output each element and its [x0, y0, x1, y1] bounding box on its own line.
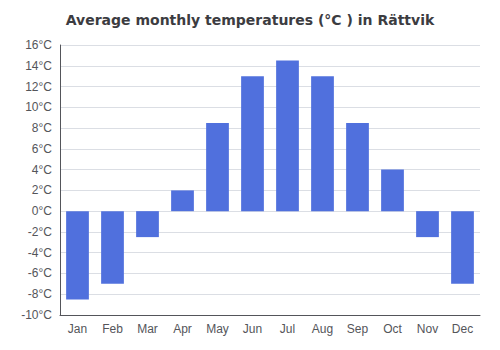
svg-text:Feb: Feb: [102, 322, 123, 336]
svg-text:-2°C: -2°C: [28, 225, 52, 239]
svg-text:14°C: 14°C: [25, 59, 52, 73]
svg-text:-6°C: -6°C: [28, 266, 52, 280]
svg-text:Nov: Nov: [417, 322, 438, 336]
svg-text:10°C: 10°C: [25, 100, 52, 114]
svg-text:Mar: Mar: [137, 322, 158, 336]
svg-text:8°C: 8°C: [32, 121, 52, 135]
svg-text:Sep: Sep: [347, 322, 369, 336]
svg-text:-10°C: -10°C: [21, 308, 52, 322]
svg-text:Apr: Apr: [173, 322, 192, 336]
svg-text:4°C: 4°C: [32, 163, 52, 177]
svg-text:0°C: 0°C: [32, 204, 52, 218]
svg-text:2°C: 2°C: [32, 183, 52, 197]
svg-text:Jul: Jul: [280, 322, 295, 336]
svg-text:-8°C: -8°C: [28, 287, 52, 301]
svg-text:May: May: [206, 322, 229, 336]
svg-text:-4°C: -4°C: [28, 246, 52, 260]
svg-text:Aug: Aug: [312, 322, 333, 336]
svg-text:Jan: Jan: [68, 322, 87, 336]
svg-text:Dec: Dec: [452, 322, 473, 336]
svg-text:Oct: Oct: [383, 322, 402, 336]
svg-text:16°C: 16°C: [25, 38, 52, 52]
svg-text:12°C: 12°C: [25, 80, 52, 94]
svg-text:Jun: Jun: [243, 322, 262, 336]
svg-text:6°C: 6°C: [32, 142, 52, 156]
svg-text:Average monthly temperatures (: Average monthly temperatures (°C ) in Rä…: [66, 12, 435, 28]
